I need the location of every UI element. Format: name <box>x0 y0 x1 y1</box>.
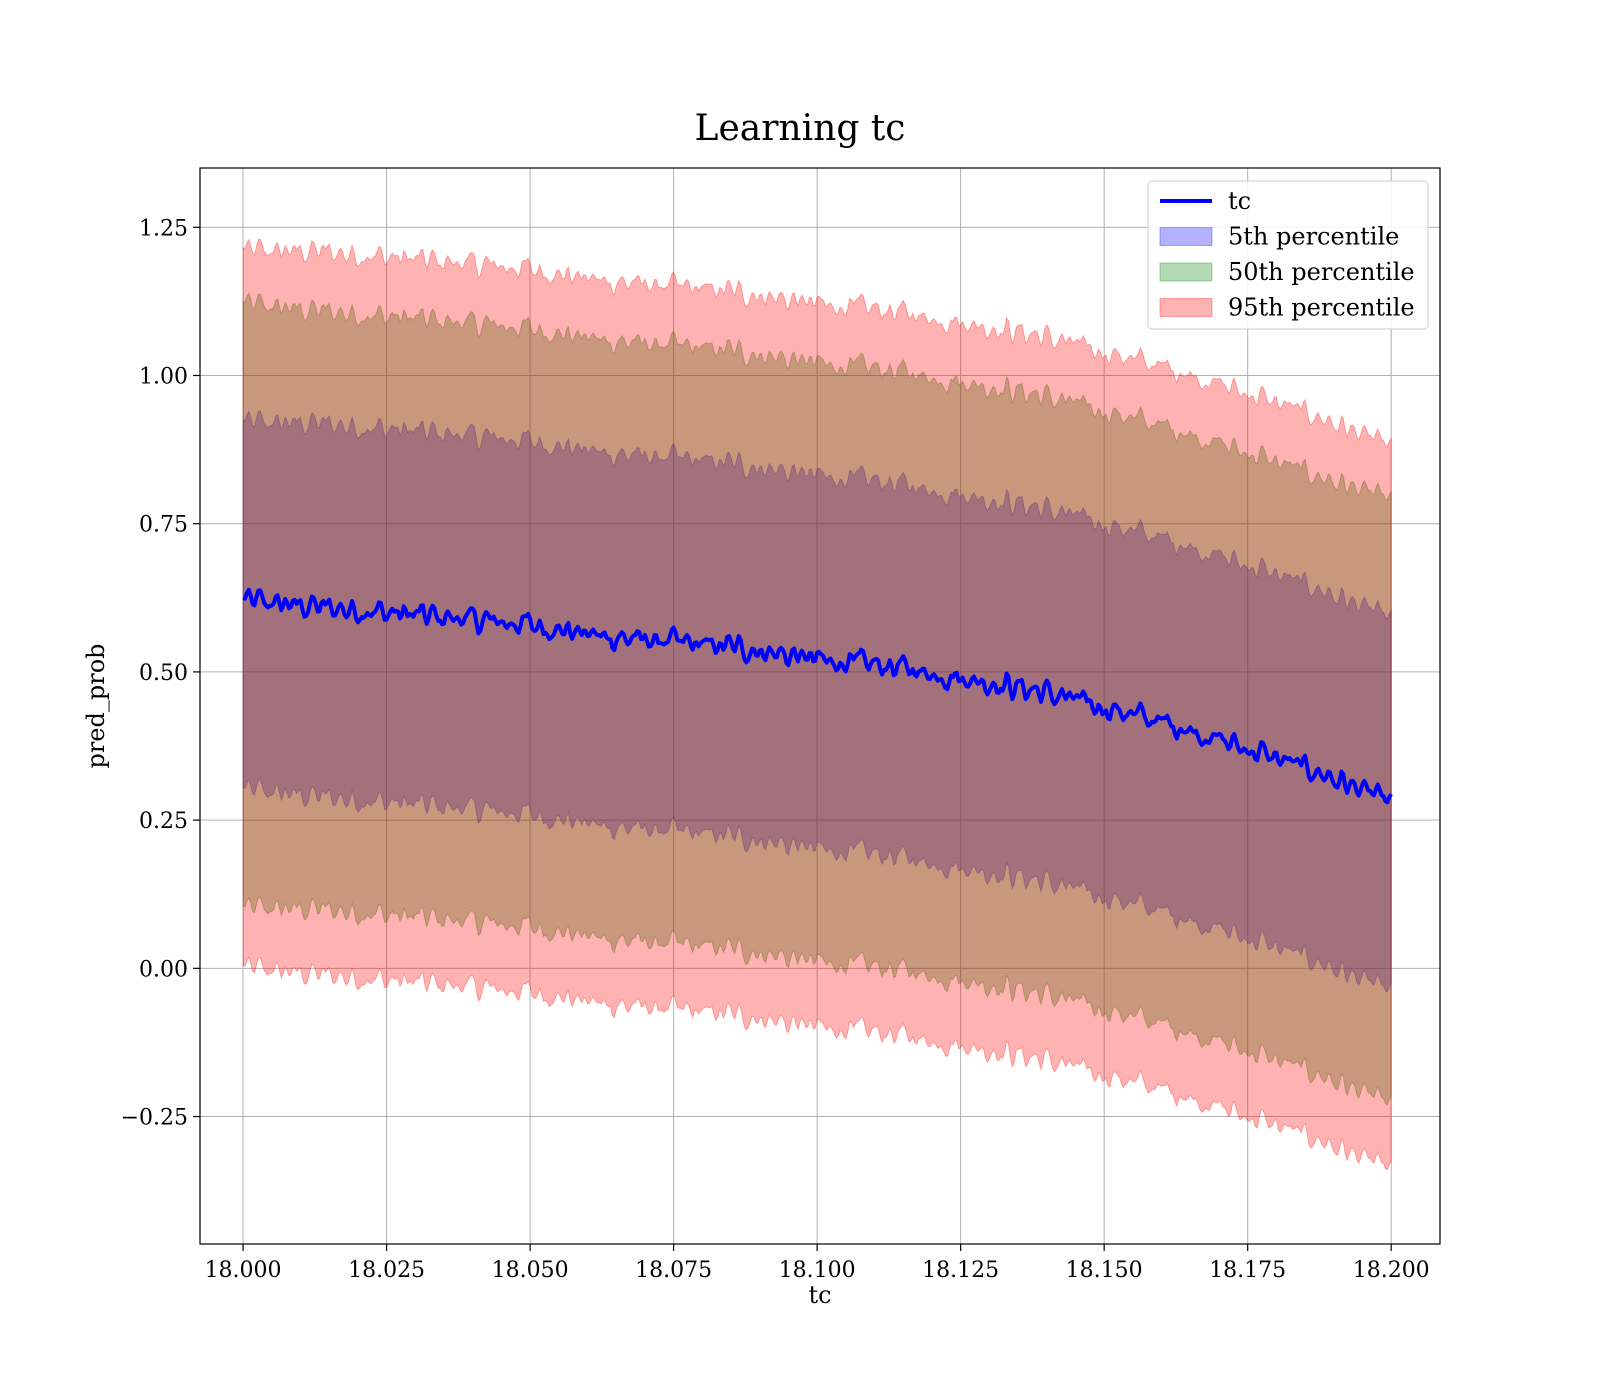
x-tick-label: 18.125 <box>922 1258 999 1283</box>
band-50th-percentile <box>242 292 1392 1106</box>
y-tick-label: 1.25 <box>139 216 188 241</box>
x-tick-label: 18.025 <box>348 1258 425 1283</box>
y-tick-label: 0.25 <box>139 809 188 834</box>
x-tick-label: 18.050 <box>492 1258 569 1283</box>
x-tick-label: 18.150 <box>1066 1258 1143 1283</box>
x-tick-label: 18.200 <box>1353 1258 1430 1283</box>
legend-label: 50th percentile <box>1228 258 1415 286</box>
legend-swatch-band <box>1159 262 1213 282</box>
legend-label: tc <box>1228 187 1251 215</box>
legend-label: 95th percentile <box>1228 294 1415 322</box>
band-5th-percentile <box>242 410 1392 993</box>
chart-title: Learning tc <box>695 108 906 149</box>
y-tick-label: 1.00 <box>139 364 188 389</box>
line-tc <box>242 587 1393 805</box>
legend-swatch-band <box>1159 298 1213 317</box>
legend-box <box>1147 180 1429 330</box>
y-tick-label: 0.50 <box>139 661 188 686</box>
y-tick-label: 0.75 <box>139 513 188 538</box>
plot-frame <box>199 167 1441 1245</box>
percentile-bands <box>242 238 1392 1171</box>
x-tick-label: 18.100 <box>779 1258 856 1283</box>
legend: tc 5th percentile 50th percentile 95th perc… <box>1147 180 1429 330</box>
grid <box>200 168 1440 1244</box>
y-axis-label: pred_prob <box>82 643 110 768</box>
band-95th-percentile <box>242 238 1392 1171</box>
legend-swatch-band <box>1159 227 1213 246</box>
x-axis-label: tc <box>808 1281 831 1309</box>
x-ticks: 18.000 18.025 18.050 18.075 18.100 18.125 18.1… <box>205 1244 1430 1283</box>
y-tick-label: 0.00 <box>139 957 188 982</box>
legend-label: 5th percentile <box>1228 223 1399 251</box>
x-tick-label: 18.000 <box>205 1258 282 1283</box>
y-ticks: −0.25 0.00 0.25 0.50 0.75 1.00 1.25 <box>121 216 200 1131</box>
series-lines <box>242 587 1393 805</box>
x-tick-label: 18.075 <box>635 1258 712 1283</box>
y-tick-label: −0.25 <box>121 1106 188 1131</box>
x-tick-label: 18.175 <box>1209 1258 1286 1283</box>
